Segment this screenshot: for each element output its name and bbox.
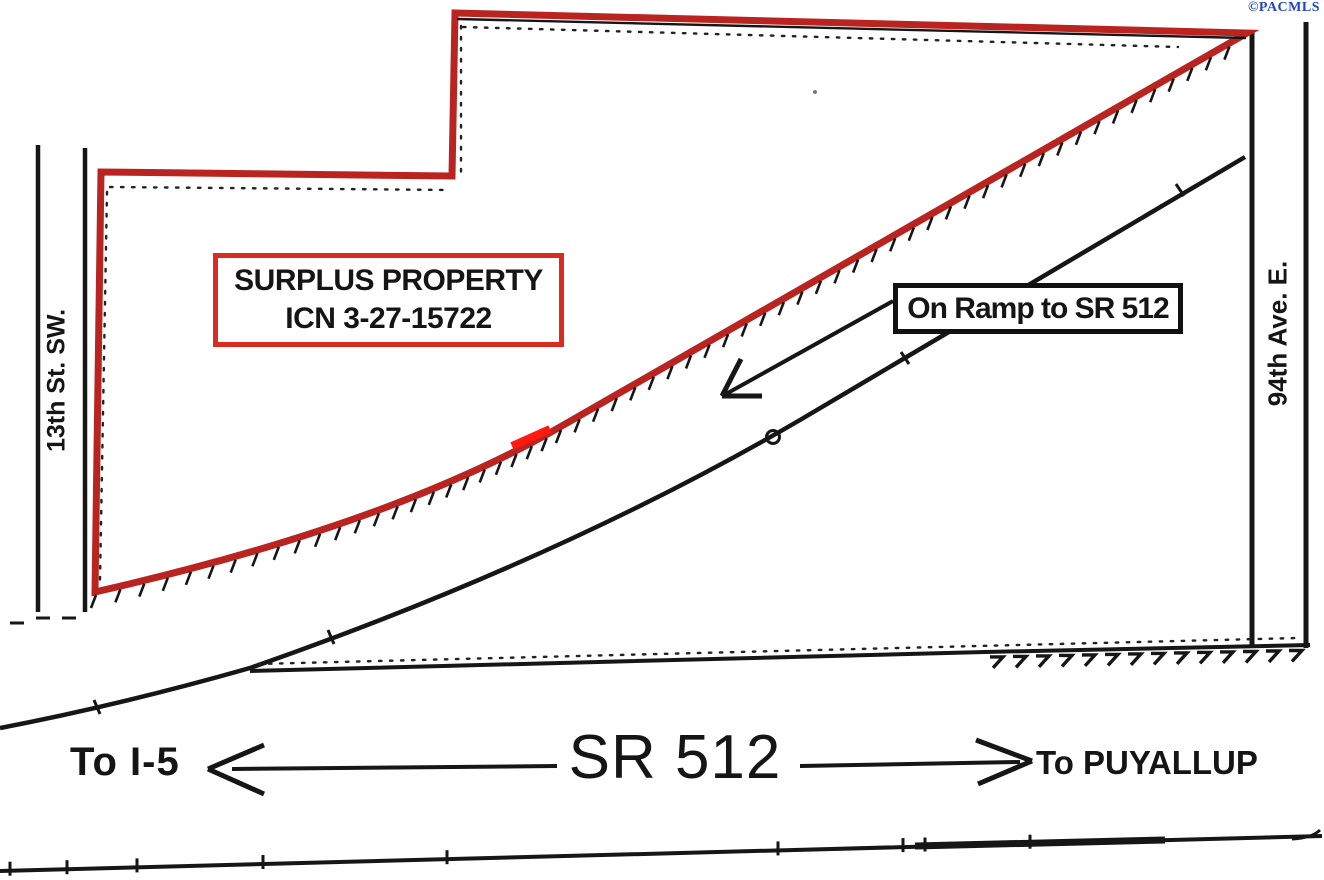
map-speck [813,90,817,94]
embankment-hatching-right [990,648,1306,670]
pacmls-watermark: ©PACMLS [1247,0,1320,15]
street-label-13th-st-sw: 13th St. SW. [42,308,71,453]
surplus-property-title: SURPLUS PROPERTY [234,264,543,297]
sr512-label: SR 512 [568,723,782,792]
boundary-hatching [89,46,1231,609]
sr512-south-edge [0,828,1323,876]
to-i5-label: To I-5 [70,740,180,784]
highway-direction-arrows [206,737,1033,797]
boundary-highlight-segment [510,425,552,450]
on-ramp-road [0,155,1247,731]
west-arrowhead [207,742,265,772]
to-puyallup-label: To PUYALLUP [1036,744,1258,781]
surplus-property-label: SURPLUS PROPERTY ICN 3-27-15722 [213,253,564,347]
dotted-offset-lines [98,24,1300,666]
west-arrow-shaft [231,764,558,771]
sr512-north-edge [249,643,1311,673]
on-ramp-leader-arrow [719,299,894,399]
east-arrow-shaft [799,760,1021,768]
east-arrowhead [975,737,1033,764]
surplus-property-icn: ICN 3-27-15722 [285,302,492,335]
survey-ticks-south [8,834,1032,876]
street-label-94th-ave-e: 94th Ave. E. [1262,260,1293,407]
on-ramp-label: On Ramp to SR 512 [893,283,1183,334]
property-boundary [89,9,1260,609]
street-94th-lines [1249,22,1309,648]
street-13th-lines [10,145,88,625]
station-mark [765,429,781,445]
